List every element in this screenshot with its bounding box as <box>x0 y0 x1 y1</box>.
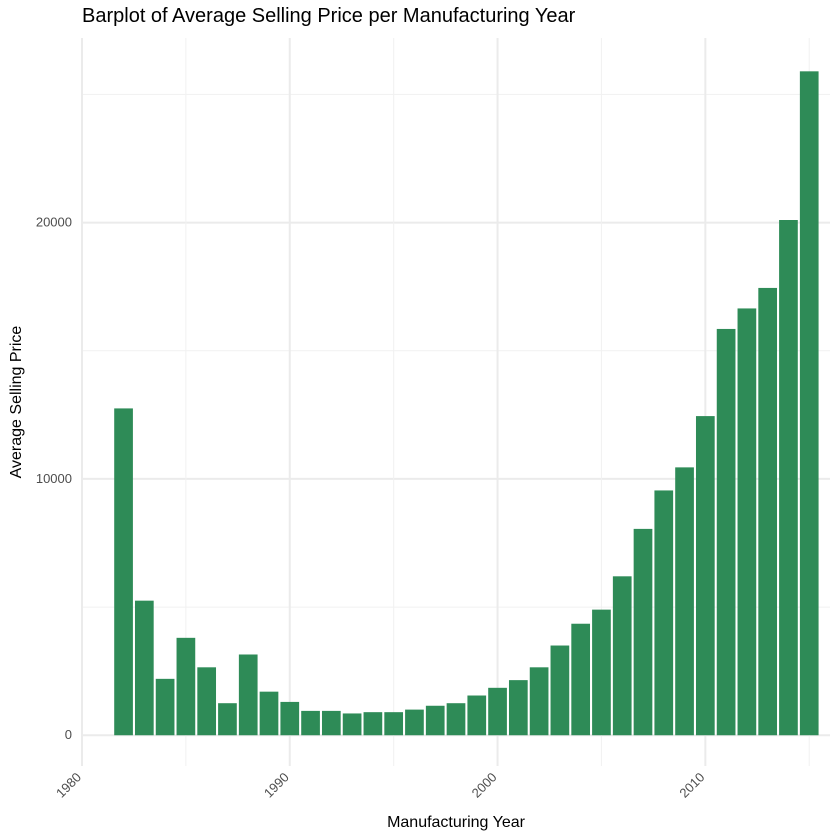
bar-1996 <box>405 709 424 736</box>
chart-title: Barplot of Average Selling Price per Man… <box>82 5 576 27</box>
bar-2014 <box>779 220 798 736</box>
bar-2011 <box>716 328 736 736</box>
x-axis-title: Manufacturing Year <box>387 814 526 831</box>
bar-2013 <box>758 287 778 736</box>
bar-1994 <box>363 712 383 736</box>
bar-1986 <box>197 667 217 736</box>
bar-2008 <box>654 490 674 736</box>
bar-1999 <box>467 695 487 736</box>
x-tick-label-1980: 1980 <box>53 770 84 801</box>
bar-1983 <box>134 600 154 736</box>
x-tick-label-2000: 2000 <box>469 770 500 801</box>
bar-1992 <box>321 710 341 736</box>
bar-1995 <box>384 712 404 736</box>
bar-2007 <box>633 528 653 736</box>
bar-1987 <box>218 703 237 736</box>
bar-2004 <box>571 623 591 736</box>
y-tick-label-0: 0 <box>65 727 72 742</box>
bar-2015 <box>799 71 819 736</box>
bars <box>114 71 819 736</box>
bar-1998 <box>446 703 466 736</box>
bar-1982 <box>114 408 133 736</box>
y-axis-title: Average Selling Price <box>8 326 25 479</box>
bar-2010 <box>695 416 715 736</box>
x-tick-label-2010: 2010 <box>676 770 707 801</box>
bar-2002 <box>529 667 549 736</box>
y-tick-label-20000: 20000 <box>36 215 72 230</box>
bar-2001 <box>508 680 528 736</box>
x-tick-label-1990: 1990 <box>261 770 292 801</box>
bar-2005 <box>592 609 611 736</box>
bar-2003 <box>550 645 570 736</box>
y-tick-labels: 0 10000 20000 <box>36 215 72 743</box>
bar-1991 <box>301 710 320 736</box>
bar-2006 <box>612 576 632 736</box>
bar-1985 <box>176 637 196 736</box>
bar-1997 <box>425 705 445 736</box>
bar-1989 <box>259 691 279 736</box>
y-tick-label-10000: 10000 <box>36 471 72 486</box>
bar-1993 <box>342 713 362 736</box>
bar-2012 <box>737 308 757 736</box>
bar-2000 <box>488 687 507 736</box>
bar-2009 <box>675 467 694 736</box>
bar-1984 <box>155 678 175 736</box>
bar-1990 <box>280 701 300 736</box>
x-tick-labels: 1980 1990 2000 2010 <box>53 770 707 801</box>
bar-1988 <box>238 654 258 736</box>
